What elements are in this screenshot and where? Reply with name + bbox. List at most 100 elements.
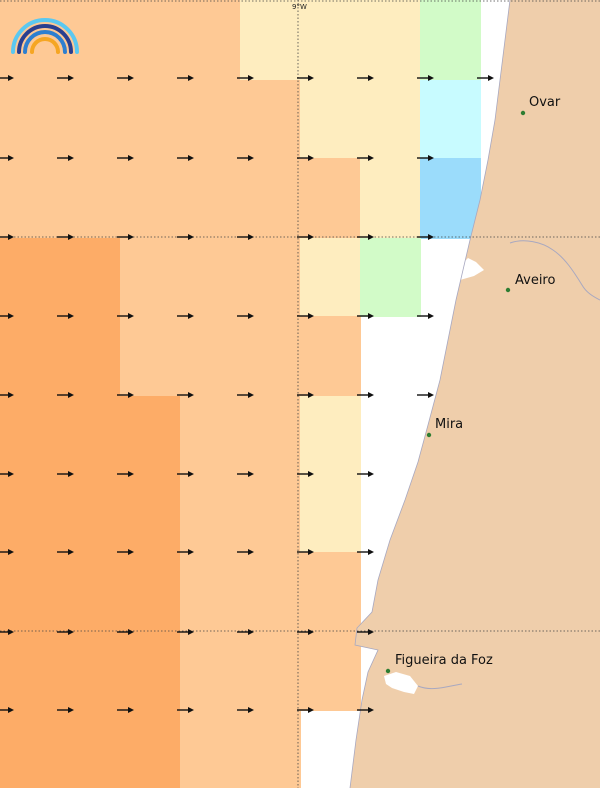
town-aveiro[interactable]: Aveiro <box>505 273 556 293</box>
wind-arrow <box>0 629 14 635</box>
town-figueira[interactable]: Figueira da Foz <box>385 653 493 674</box>
town-dot <box>520 110 526 116</box>
sea-cell <box>360 0 421 81</box>
sea-cell <box>0 474 61 553</box>
sea-cell <box>120 158 181 239</box>
sea-cell <box>0 158 61 239</box>
sea-cell <box>0 396 61 475</box>
sea-cell <box>180 316 241 397</box>
wind-arrow <box>57 392 74 398</box>
wind-arrow <box>357 707 374 713</box>
logo-arc <box>30 37 60 54</box>
wind-arrow <box>357 155 374 161</box>
sea-cell <box>60 396 121 475</box>
coastline <box>349 0 511 788</box>
town-ovar[interactable]: Ovar <box>520 95 561 116</box>
town-dot <box>385 668 391 674</box>
sea-cell <box>300 316 361 397</box>
sea-cell <box>60 632 121 711</box>
wind-arrow <box>177 392 194 398</box>
wind-arrow <box>177 549 194 555</box>
wind-arrow <box>237 155 254 161</box>
wind-arrow <box>357 75 374 81</box>
logo-arc <box>23 30 67 54</box>
sea-cell <box>60 316 121 397</box>
rainbow-arc-logo <box>11 18 79 54</box>
wind-arrow <box>0 471 14 477</box>
wind-arrows <box>0 75 494 713</box>
wind-arrow <box>297 707 314 713</box>
wind-arrow <box>357 234 374 240</box>
wind-arrow <box>117 155 134 161</box>
sea-cell <box>0 710 61 788</box>
sea-cell <box>180 238 241 317</box>
wind-arrow <box>0 313 14 319</box>
sea-cell <box>120 238 181 317</box>
sea-cell <box>60 158 121 239</box>
town-mira[interactable]: Mira <box>426 417 463 438</box>
wind-arrow <box>417 392 434 398</box>
wind-arrow <box>417 234 434 240</box>
town-label: Figueira da Foz <box>395 653 493 668</box>
land-mass <box>350 0 600 788</box>
sea-cell <box>180 396 241 475</box>
wind-arrow <box>357 549 374 555</box>
logo-arc <box>11 18 79 54</box>
town-dot <box>426 432 432 438</box>
sea-cell <box>180 710 241 788</box>
sea-cell <box>60 474 121 553</box>
sea-cell <box>180 552 241 633</box>
wind-arrow <box>297 392 314 398</box>
sea-cell <box>300 474 361 553</box>
wind-arrow <box>177 155 194 161</box>
sea-cell <box>300 80 361 159</box>
sea-cell <box>120 316 181 397</box>
sea-cell <box>60 238 121 317</box>
wind-arrow <box>237 234 254 240</box>
wind-arrow <box>177 313 194 319</box>
wind-arrow <box>117 313 134 319</box>
wind-arrow <box>117 629 134 635</box>
sea-cell <box>120 80 181 159</box>
wind-arrow <box>177 234 194 240</box>
sea-cell <box>0 316 61 397</box>
river-mondego <box>417 683 463 690</box>
wind-arrow <box>57 707 74 713</box>
sea-cell <box>300 238 361 317</box>
wind-arrow <box>237 707 254 713</box>
wind-arrow <box>117 471 134 477</box>
sea-cell <box>180 474 241 553</box>
sea-cell <box>240 474 301 553</box>
sea-cell <box>0 80 61 159</box>
wind-arrow <box>417 155 434 161</box>
land-layer <box>349 0 600 788</box>
sea-cell <box>180 158 241 239</box>
town-label: Aveiro <box>515 273 555 288</box>
wind-arrow <box>177 471 194 477</box>
sea-cell <box>240 158 301 239</box>
wind-arrow <box>417 313 434 319</box>
wind-arrow <box>237 549 254 555</box>
wind-arrow <box>237 471 254 477</box>
sea-cell <box>120 632 181 711</box>
lagoon-aveiro <box>452 258 484 280</box>
wind-arrow <box>237 75 254 81</box>
sea-cell <box>300 632 361 711</box>
wind-arrow <box>0 707 14 713</box>
sea-cell <box>240 552 301 633</box>
sea-cell <box>0 632 61 711</box>
longitude-label: 9°W <box>292 3 307 11</box>
wind-arrow <box>177 707 194 713</box>
sea-cell <box>120 710 181 788</box>
wind-arrow <box>57 234 74 240</box>
wind-arrow <box>297 629 314 635</box>
town-label: Ovar <box>529 95 561 110</box>
wind-arrow <box>57 549 74 555</box>
wind-arrow <box>117 75 134 81</box>
sea-cell <box>240 632 301 711</box>
wind-arrow <box>297 155 314 161</box>
wind-arrow <box>177 629 194 635</box>
sea-cell <box>120 474 181 553</box>
